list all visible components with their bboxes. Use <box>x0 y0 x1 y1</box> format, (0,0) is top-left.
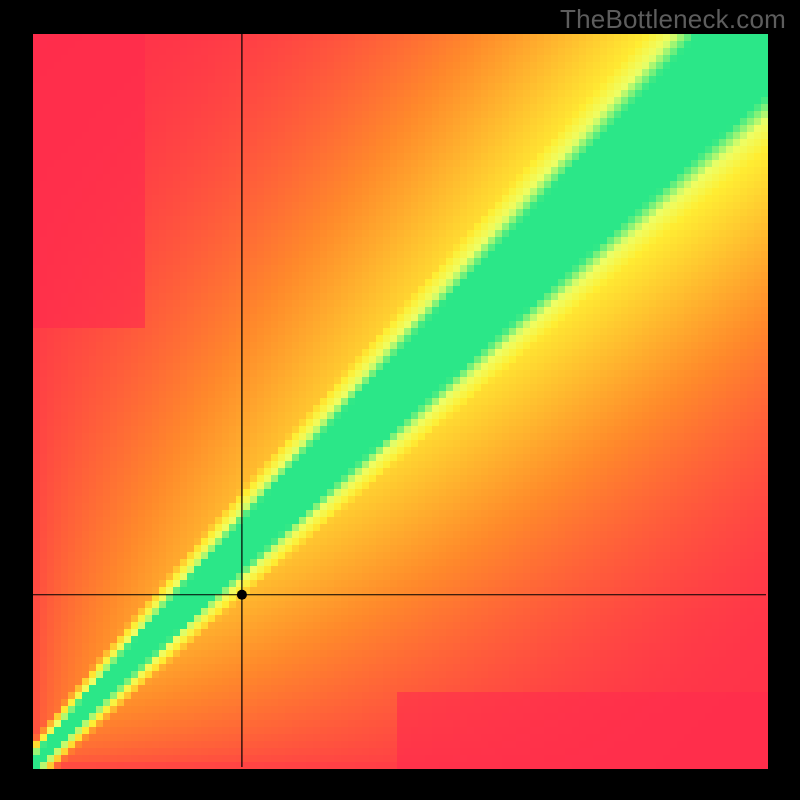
attribution-label: TheBottleneck.com <box>560 4 786 35</box>
heatmap-canvas <box>0 0 800 800</box>
chart-container: TheBottleneck.com <box>0 0 800 800</box>
